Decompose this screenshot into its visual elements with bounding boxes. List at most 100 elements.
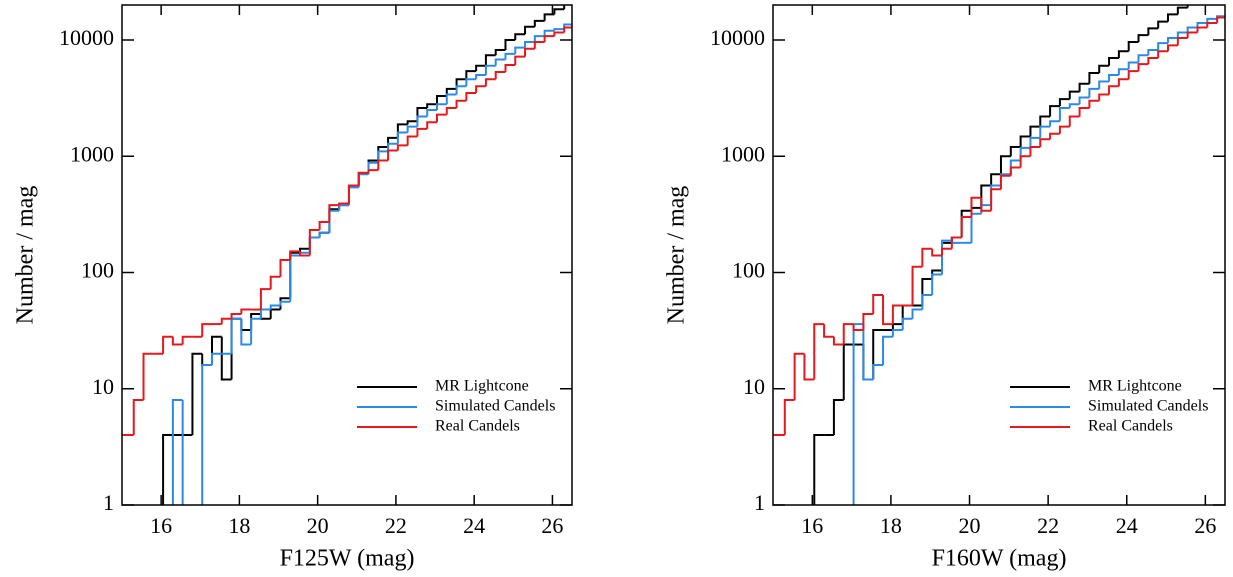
histogram-step [347, 184, 359, 204]
histogram-step [970, 212, 982, 243]
histogram-step [882, 335, 893, 366]
histogram-step [201, 364, 212, 505]
histogram-step [230, 312, 242, 319]
histogram-step [1098, 93, 1110, 101]
histogram-step [328, 204, 340, 222]
histogram-step [259, 288, 271, 310]
histogram-step [504, 52, 516, 60]
histogram-step [1137, 63, 1149, 72]
x-tick-label: 16 [150, 513, 172, 538]
histogram-step [842, 323, 854, 345]
histogram-step [377, 146, 389, 161]
histogram-step [1197, 0, 1207, 3]
histogram-step [990, 173, 1001, 186]
histogram-step [1206, 17, 1218, 24]
histogram-step [1108, 85, 1119, 95]
legend-label: Simulated Candels [435, 398, 555, 415]
histogram-step [201, 353, 212, 367]
histogram-step [494, 71, 506, 80]
histogram-step [960, 216, 972, 238]
histogram-step [465, 91, 477, 101]
histogram-step [553, 31, 565, 37]
histogram-step [230, 317, 242, 380]
histogram-step [445, 107, 457, 115]
histogram-step [1137, 54, 1149, 63]
histogram-step [1049, 132, 1060, 140]
histogram-step [328, 208, 340, 233]
x-tick-label: 20 [307, 513, 329, 538]
axes-frame [121, 4, 573, 506]
histogram-step [1137, 34, 1149, 43]
histogram-step [377, 150, 389, 163]
histogram-step [563, 26, 572, 33]
histogram-step [872, 364, 884, 380]
x-tick-label: 24 [463, 513, 485, 538]
panel: 16 18 20 22 24 26 1 10 100 1000 10000 F160W (mag) Nu… [664, 0, 1226, 572]
histogram-step [1196, 26, 1208, 33]
histogram-step [494, 49, 506, 56]
histogram-step [416, 107, 428, 122]
histogram-step [269, 308, 281, 319]
histogram-step [832, 399, 844, 436]
histogram-step [553, 8, 565, 15]
histogram-step [911, 265, 923, 306]
histogram-step [999, 155, 1011, 175]
histogram-step [416, 127, 428, 137]
histogram-step [1176, 6, 1188, 15]
histogram-step [1078, 96, 1090, 105]
histogram-step [1058, 125, 1070, 134]
histogram-step [1039, 138, 1051, 148]
histogram-step [1147, 27, 1159, 36]
y-tick-label: 100 [732, 258, 765, 283]
plot-area [773, 0, 1225, 505]
histogram-step [406, 120, 418, 125]
x-axis-title: F160W (mag) [932, 546, 1067, 572]
histogram-step [1176, 37, 1188, 46]
histogram-step [1167, 13, 1178, 22]
histogram-step [862, 324, 874, 381]
histogram-step [1078, 107, 1090, 117]
histogram-step [436, 103, 447, 110]
histogram-step [504, 38, 516, 51]
histogram-step [1019, 155, 1031, 168]
histogram-step [1186, 26, 1198, 33]
histogram-step [347, 186, 359, 206]
y-tick-label: 1000 [721, 141, 765, 166]
histogram-step [240, 318, 252, 346]
legend-label: Simulated Candels [1088, 398, 1208, 415]
histogram-step [1147, 57, 1159, 65]
histogram-step [1117, 68, 1129, 75]
histogram-step [533, 41, 545, 49]
histogram-step [1167, 37, 1178, 44]
histogram-step [191, 352, 203, 436]
histogram-step [279, 300, 291, 306]
histogram-step [279, 297, 291, 310]
histogram-step [891, 304, 903, 325]
histogram-step [484, 64, 496, 75]
legend-label: MR Lightcone [435, 378, 529, 395]
histogram-step [1127, 61, 1139, 70]
histogram-step [1058, 107, 1070, 122]
histogram-step [1068, 115, 1080, 127]
histogram-step [1068, 90, 1080, 100]
histogram-step [455, 99, 467, 109]
histogram-step [279, 259, 291, 277]
histogram-step [396, 144, 408, 151]
histogram-step [941, 241, 952, 271]
histogram-step [1147, 49, 1159, 56]
histogram-step [436, 113, 447, 123]
x-tick-label: 22 [1037, 513, 1059, 538]
histogram-step [338, 202, 349, 206]
histogram-step [1216, 16, 1225, 24]
histogram-step [211, 352, 222, 366]
histogram-step [990, 188, 1001, 211]
y-tick-label: 10 [92, 374, 114, 399]
histogram-step [1088, 72, 1100, 84]
histogram-step [426, 103, 437, 109]
histogram-step [999, 174, 1011, 190]
histogram-step [1088, 99, 1100, 109]
histogram-step [318, 231, 330, 238]
histogram-step [980, 204, 992, 214]
histogram-step [426, 108, 437, 117]
